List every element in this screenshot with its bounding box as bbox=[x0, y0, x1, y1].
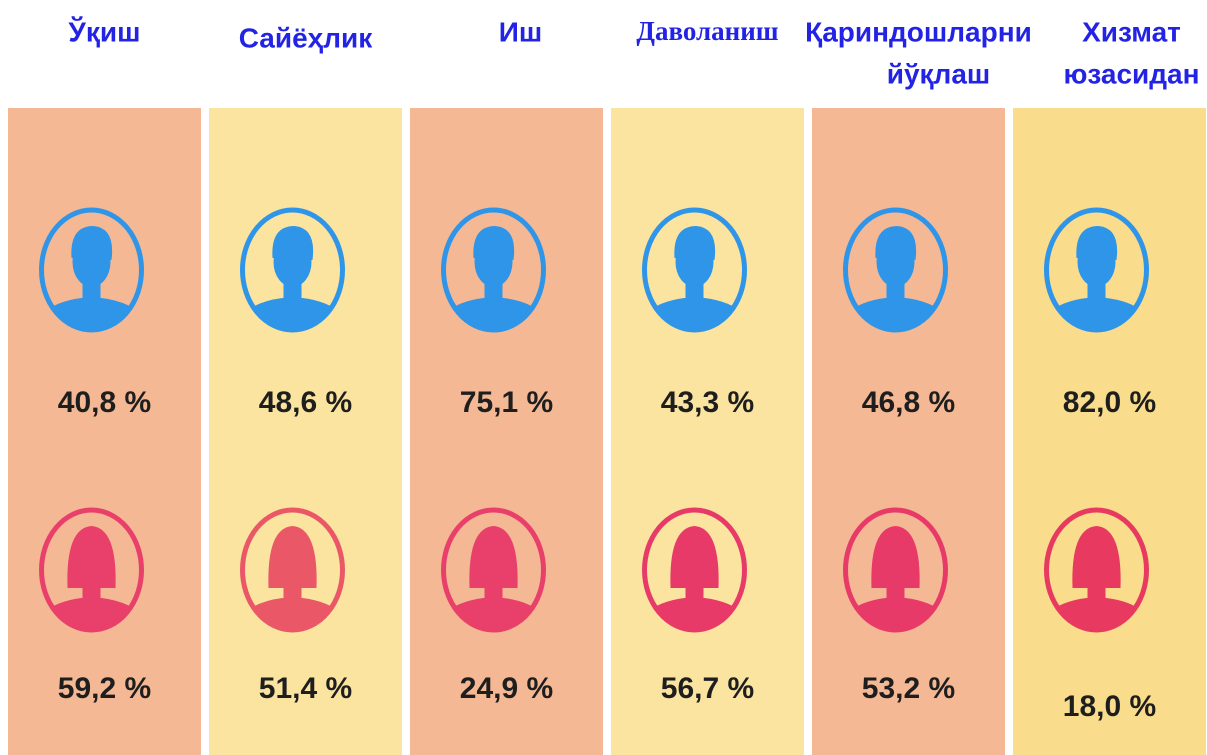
head bbox=[273, 237, 312, 287]
column-title: Ўқиш bbox=[68, 15, 141, 47]
icon-ring bbox=[843, 207, 948, 333]
icon-ring bbox=[240, 507, 345, 633]
hair bbox=[1072, 526, 1121, 588]
hair bbox=[67, 526, 116, 588]
icon-ring bbox=[441, 507, 546, 633]
hair bbox=[871, 526, 920, 588]
column-panel bbox=[209, 108, 402, 755]
head bbox=[72, 237, 111, 287]
icon-ring bbox=[843, 507, 948, 633]
head bbox=[675, 237, 714, 287]
icon-ring bbox=[1044, 207, 1149, 333]
column-title: Иш bbox=[499, 16, 542, 47]
neck bbox=[886, 580, 905, 602]
neck bbox=[685, 280, 704, 302]
head bbox=[1077, 237, 1116, 287]
female-percent: 18,0 % bbox=[1063, 690, 1156, 723]
hair bbox=[268, 526, 317, 588]
neck bbox=[82, 280, 101, 302]
column-panel bbox=[1013, 108, 1206, 755]
male-percent: 48,6 % bbox=[259, 386, 352, 419]
column-panel bbox=[812, 108, 1005, 755]
icon-ring bbox=[642, 507, 747, 633]
neck bbox=[283, 580, 302, 602]
head bbox=[474, 237, 513, 287]
column-panel bbox=[410, 108, 603, 755]
neck bbox=[484, 280, 503, 302]
hair bbox=[670, 526, 719, 588]
head bbox=[876, 237, 915, 287]
icon-ring bbox=[642, 207, 747, 333]
female-percent: 56,7 % bbox=[661, 672, 754, 705]
hair bbox=[469, 526, 518, 588]
male-percent: 43,3 % bbox=[661, 386, 754, 419]
male-percent: 40,8 % bbox=[58, 386, 151, 419]
column-title: Қариндошларни bbox=[805, 16, 1032, 47]
column-title: Хизмат bbox=[1082, 16, 1181, 47]
neck bbox=[283, 280, 302, 302]
icon-ring bbox=[39, 207, 144, 333]
male-percent: 46,8 % bbox=[862, 386, 955, 419]
neck bbox=[886, 280, 905, 302]
male-percent: 75,1 % bbox=[460, 386, 553, 419]
column-panel bbox=[8, 108, 201, 755]
column-title: Сайёҳлик bbox=[239, 22, 373, 53]
neck bbox=[1087, 280, 1106, 302]
column-title: юзасидан bbox=[1063, 58, 1199, 89]
female-percent: 59,2 % bbox=[58, 672, 151, 705]
icon-ring bbox=[39, 507, 144, 633]
column-title: Даволаниш bbox=[636, 16, 778, 46]
column-panel bbox=[611, 108, 804, 755]
neck bbox=[1087, 580, 1106, 602]
neck bbox=[82, 580, 101, 602]
icon-ring bbox=[240, 207, 345, 333]
female-percent: 24,9 % bbox=[460, 672, 553, 705]
icon-ring bbox=[441, 207, 546, 333]
column-title: йўқлаш bbox=[887, 58, 991, 89]
female-percent: 51,4 % bbox=[259, 672, 352, 705]
neck bbox=[484, 580, 503, 602]
female-percent: 53,2 % bbox=[862, 672, 955, 705]
neck bbox=[685, 580, 704, 602]
male-percent: 82,0 % bbox=[1063, 386, 1156, 419]
icon-ring bbox=[1044, 507, 1149, 633]
